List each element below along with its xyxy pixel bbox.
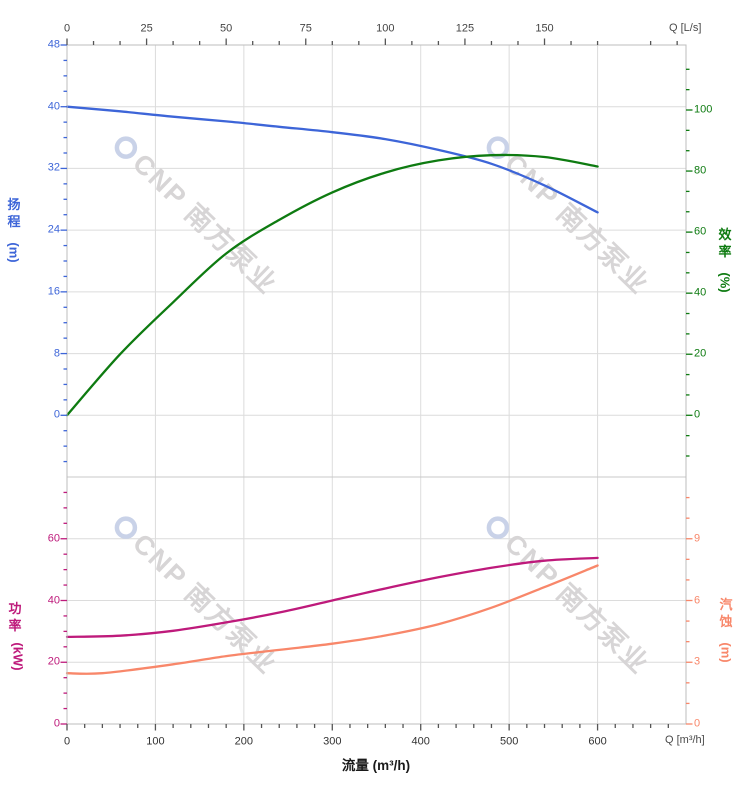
efficiency-axis-unit: (%) bbox=[717, 272, 733, 293]
power-axis-title: 功率 (kW) bbox=[4, 601, 26, 670]
tick-label: 0 bbox=[63, 735, 71, 748]
tick-label: 40 bbox=[47, 100, 60, 113]
eff-curve bbox=[65, 153, 599, 417]
tick-label: 40 bbox=[47, 594, 60, 606]
tick-label: 0 bbox=[53, 717, 60, 730]
efficiency-axis-label: 效率 bbox=[718, 227, 732, 259]
tick-label: 300 bbox=[323, 735, 342, 748]
tick-label: 150 bbox=[535, 22, 554, 35]
tick-label: 60 bbox=[47, 532, 60, 545]
cnp-logo-icon bbox=[114, 516, 138, 539]
tick-label: 20 bbox=[47, 655, 60, 668]
tick-label: 0 bbox=[694, 717, 701, 730]
tick-label: 20 bbox=[694, 347, 707, 360]
tick-label: 6 bbox=[694, 594, 701, 606]
tick-label: 0 bbox=[63, 22, 71, 35]
head-curve bbox=[65, 105, 599, 214]
tick-label: 500 bbox=[499, 735, 519, 748]
power-curve bbox=[65, 556, 599, 639]
npsh-curve bbox=[65, 564, 599, 675]
watermark-text: CNP 南方泵业 bbox=[127, 527, 284, 680]
tick-label: 3 bbox=[694, 655, 701, 668]
watermark-text: CNP 南方泵业 bbox=[127, 147, 284, 300]
tick-label: 40 bbox=[694, 286, 707, 299]
top-axis-unit-label: Q [L/s] bbox=[669, 22, 702, 34]
tick-label: 100 bbox=[376, 22, 395, 35]
tick-label: 0 bbox=[53, 408, 60, 421]
watermark-text: CNP 南方泵业 bbox=[499, 147, 656, 300]
cnp-logo-icon bbox=[486, 136, 510, 159]
tick-label: 48 bbox=[47, 38, 60, 51]
power-axis-label: 功率 bbox=[8, 601, 22, 633]
head-axis-unit: (m) bbox=[6, 242, 22, 263]
bottom-axis-unit-label: Q [m³/h] bbox=[665, 734, 705, 746]
head-axis-label: 扬程 bbox=[7, 197, 21, 229]
head-axis-title: 扬程 (m) bbox=[3, 197, 25, 263]
efficiency-axis-title: 效率 (%) bbox=[714, 227, 736, 293]
tick-label: 600 bbox=[588, 735, 607, 748]
tick-label: 0 bbox=[694, 408, 701, 421]
tick-label: 25 bbox=[140, 22, 153, 35]
flow-axis-title: 流量 (m³/h) bbox=[341, 758, 411, 773]
watermark-text: CNP 南方泵业 bbox=[499, 527, 656, 680]
tick-label: 50 bbox=[220, 22, 233, 35]
tick-label: 80 bbox=[694, 164, 707, 177]
tick-label: 75 bbox=[299, 22, 312, 35]
cnp-watermark: CNP 南方泵业 bbox=[486, 516, 656, 680]
tick-label: 100 bbox=[146, 735, 165, 748]
tick-label: 24 bbox=[47, 223, 60, 236]
tick-label: 32 bbox=[47, 161, 60, 174]
tick-label: 200 bbox=[234, 735, 254, 748]
cnp-logo-icon bbox=[486, 516, 510, 539]
npsh-axis-label: 汽蚀 bbox=[719, 597, 733, 629]
power-axis-unit: (kW) bbox=[10, 642, 26, 671]
cnp-watermark: CNP 南方泵业 bbox=[114, 136, 284, 300]
tick-label: 125 bbox=[455, 22, 475, 35]
npsh-axis-title: 汽蚀 (m) bbox=[715, 597, 737, 663]
cnp-logo-icon bbox=[114, 136, 138, 159]
tick-label: 100 bbox=[694, 103, 713, 116]
tick-label: 9 bbox=[694, 532, 701, 545]
cnp-watermark: CNP 南方泵业 bbox=[114, 516, 284, 680]
tick-label: 400 bbox=[411, 735, 430, 748]
tick-label: 16 bbox=[47, 285, 60, 298]
tick-label: 60 bbox=[694, 225, 707, 238]
npsh-axis-unit: (m) bbox=[718, 642, 734, 663]
tick-label: 8 bbox=[53, 347, 60, 360]
